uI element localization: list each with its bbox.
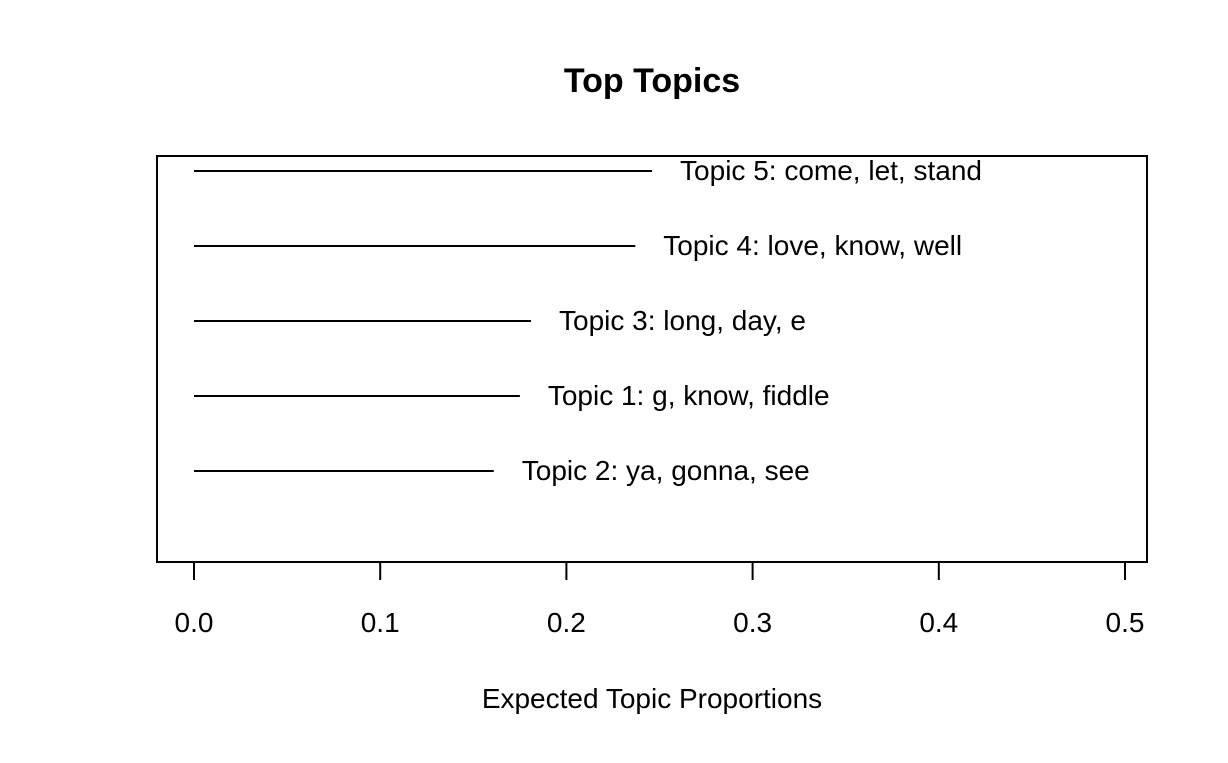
x-tick-label: 0.1	[361, 607, 400, 638]
x-tick-label: 0.3	[733, 607, 772, 638]
chart-title: Top Topics	[564, 62, 740, 100]
topic-label: Topic 5: come, let, stand	[680, 155, 982, 186]
topic-label: Topic 1: g, know, fiddle	[548, 380, 830, 411]
x-tick-label: 0.2	[547, 607, 586, 638]
topic-label: Topic 2: ya, gonna, see	[522, 455, 810, 486]
x-axis-label: Expected Topic Proportions	[482, 683, 822, 714]
x-tick-label: 0.5	[1106, 607, 1145, 638]
x-axis-ticks: 0.0 0.1 0.2 0.3 0.4 0.5	[175, 562, 1145, 638]
topic-label: Topic 3: long, day, e	[559, 305, 806, 336]
x-tick-label: 0.0	[175, 607, 214, 638]
topic-label: Topic 4: love, know, well	[663, 230, 962, 261]
plot-frame	[156, 155, 1148, 563]
x-tick-label: 0.4	[919, 607, 958, 638]
topic-segments: Topic 5: come, let, stand Topic 4: love, …	[194, 155, 982, 486]
